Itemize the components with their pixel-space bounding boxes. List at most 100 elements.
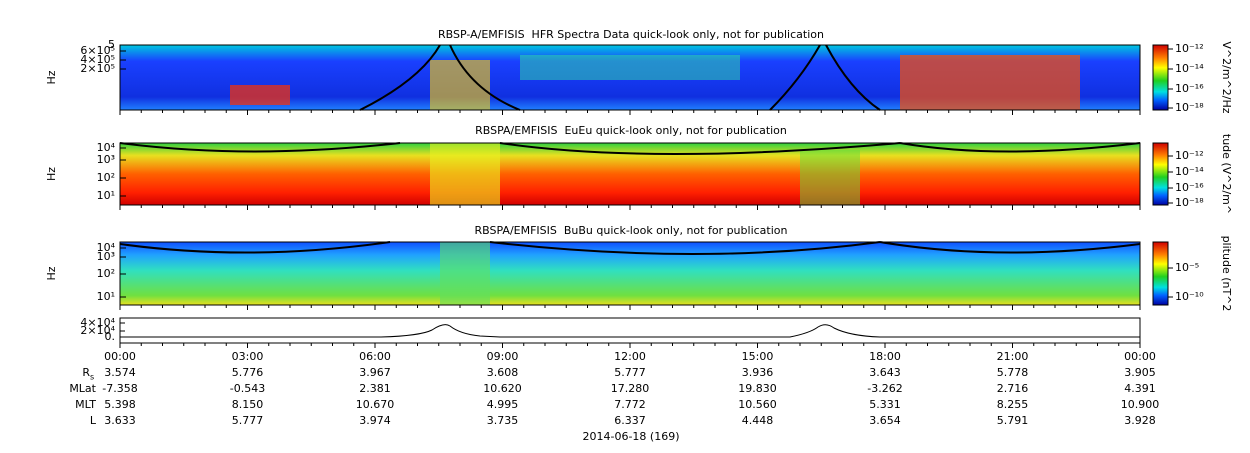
y-tick-label: 4×10⁵ <box>80 53 115 66</box>
ephemeris-value: 2.381 <box>359 382 391 395</box>
colorbar-tick-label: 10⁻¹⁶ <box>1175 82 1204 95</box>
panel-title: RBSPA/EMFISIS EuEu quick-look only, not … <box>475 124 787 137</box>
ephemeris-value: 3.633 <box>104 414 136 427</box>
ephemeris-value: 5.398 <box>104 398 136 411</box>
plasma-line <box>119 241 1141 255</box>
ephemeris-value: 10.900 <box>1121 398 1160 411</box>
date-label: 2014-06-18 (169) <box>582 430 679 443</box>
colorbar-tick-label: 10⁻¹⁴ <box>1175 62 1204 75</box>
ephemeris-value: 7.772 <box>614 398 646 411</box>
colorbar <box>1152 241 1169 306</box>
spectrogram-1 <box>119 44 1141 111</box>
ephemeris-value: -7.358 <box>102 382 137 395</box>
spectrogram-3 <box>119 241 1141 306</box>
time-label: 09:00 <box>487 350 519 363</box>
colorbar-tick-label: 10⁻¹² <box>1175 42 1204 55</box>
plasma-line <box>359 44 881 111</box>
y-tick-label: 10² <box>97 171 115 184</box>
spectrogram-feature <box>900 55 1080 110</box>
panel-frame <box>119 317 1141 344</box>
colorbar-tick-label: 10⁻¹² <box>1175 149 1204 162</box>
row-label-subscript: s <box>90 373 94 382</box>
colorbar-tick-label: 10⁻¹⁴ <box>1175 165 1204 178</box>
ephemeris-value: 3.974 <box>359 414 391 427</box>
spectrogram-feature <box>440 242 490 305</box>
y-tick-label: 10³ <box>97 153 115 166</box>
ephemeris-value: 10.670 <box>356 398 395 411</box>
line-panel <box>119 317 1141 344</box>
ephemeris-value: 3.928 <box>1124 414 1156 427</box>
time-label: 00:00 <box>1124 350 1156 363</box>
ephemeris-value: 5.777 <box>232 414 264 427</box>
y-tick-label: 2×10⁵ <box>80 62 115 75</box>
row-label: MLat <box>69 382 96 395</box>
ephemeris-value: 2.716 <box>997 382 1029 395</box>
ephemeris-value: 3.574 <box>104 366 136 379</box>
y-axis-label: Hz <box>45 167 58 181</box>
panel-title: RBSP-A/EMFISIS HFR Spectra Data quick-lo… <box>438 28 824 41</box>
y-axis-label: Hz <box>45 70 58 84</box>
y-tick-label: 2×10⁴ <box>80 324 115 337</box>
trace <box>120 324 1140 338</box>
ephemeris-value: 6.337 <box>614 414 646 427</box>
ephemeris-value: 10.620 <box>483 382 522 395</box>
ephemeris-value: 19.830 <box>738 382 777 395</box>
ephemeris-value: 3.967 <box>359 366 391 379</box>
ephemeris-value: 4.995 <box>487 398 519 411</box>
ephemeris-value: 10.560 <box>738 398 777 411</box>
ephemeris-value: 17.280 <box>611 382 650 395</box>
time-label: 12:00 <box>614 350 646 363</box>
y-tick-label: 10³ <box>97 250 115 263</box>
ephemeris-value: 5.776 <box>232 366 264 379</box>
colorbar-tick-label: 10⁻¹⁶ <box>1175 181 1204 194</box>
ephemeris-value: 3.608 <box>487 366 519 379</box>
panel-title: RBSPA/EMFISIS BuBu quick-look only, not … <box>475 224 788 237</box>
plasma-line <box>119 142 1141 155</box>
ephemeris-value: 3.905 <box>1124 366 1156 379</box>
y-axis-label: Hz <box>45 266 58 280</box>
ephemeris-value: 3.643 <box>869 366 901 379</box>
row-label: MLT <box>75 398 96 411</box>
colorbar-tick-label: 10⁻¹⁰ <box>1175 290 1204 303</box>
ephemeris-value: -3.262 <box>867 382 902 395</box>
colorbar-tick-label: 10⁻⁵ <box>1175 261 1199 274</box>
time-label: 00:00 <box>104 350 136 363</box>
colorbar-tick-label: 10⁻¹⁸ <box>1175 101 1204 114</box>
spectrogram-feature <box>230 85 290 105</box>
spectrogram-2 <box>119 142 1141 206</box>
colorbar-tick-label: 10⁻¹⁸ <box>1175 196 1204 209</box>
ephemeris-value: 5.331 <box>869 398 901 411</box>
time-label: 21:00 <box>997 350 1029 363</box>
spectrogram-feature <box>430 143 500 205</box>
ephemeris-value: 3.735 <box>487 414 519 427</box>
y-tick-label: 10² <box>97 267 115 280</box>
y-tick-label: 4×10⁴ <box>80 316 115 329</box>
time-label: 18:00 <box>869 350 901 363</box>
ephemeris-value: 8.255 <box>997 398 1029 411</box>
y-tick-label: 10⁴ <box>97 141 116 154</box>
spectrogram-feature <box>800 150 860 205</box>
y-tick-label: 6×10⁵ <box>80 44 115 57</box>
ephemeris-value: -0.543 <box>230 382 265 395</box>
ephemeris-value: 8.150 <box>232 398 264 411</box>
ephemeris-value: 4.391 <box>1124 382 1156 395</box>
colorbars <box>1152 44 1169 306</box>
spectrogram-feature <box>430 60 490 110</box>
ephemeris-value: 5.778 <box>997 366 1029 379</box>
y-tick-label: 5 <box>108 38 115 51</box>
colorbar-label: tude (V^2/m^ <box>1220 134 1233 214</box>
ephemeris-value: 5.791 <box>997 414 1029 427</box>
row-label: R <box>82 366 90 379</box>
row-label: L <box>90 414 97 427</box>
time-label: 06:00 <box>359 350 391 363</box>
time-label: 03:00 <box>232 350 264 363</box>
y-tick-label: 10¹ <box>97 290 115 303</box>
y-tick-label: 0. <box>105 330 116 343</box>
colorbar-label: plitude (nT^2 <box>1220 236 1233 312</box>
ephemeris-value: 3.654 <box>869 414 901 427</box>
y-tick-label: 10¹ <box>97 189 115 202</box>
ephemeris-value: 4.448 <box>742 414 774 427</box>
y-tick-label: 10⁴ <box>97 241 116 254</box>
time-label: 15:00 <box>742 350 774 363</box>
